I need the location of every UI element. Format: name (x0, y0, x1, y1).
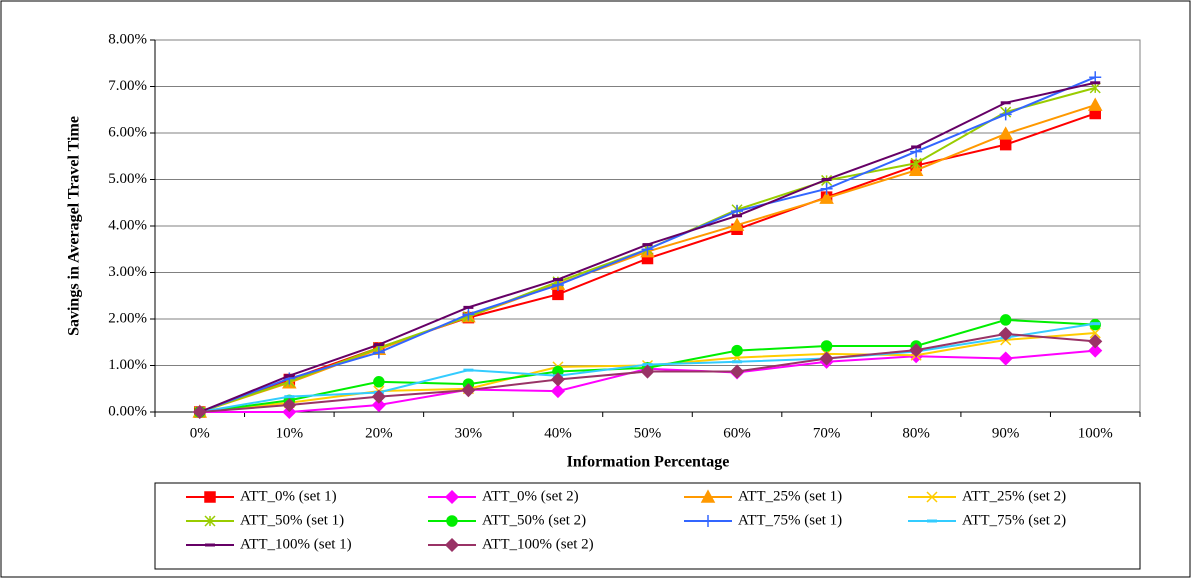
y-tick-label: 4.00% (108, 217, 147, 233)
marker (551, 279, 564, 292)
legend-box (154, 482, 1141, 570)
x-tick-label: 90% (992, 425, 1020, 441)
marker (444, 489, 460, 505)
y-tick-label: 1.00% (108, 357, 147, 373)
marker (373, 376, 385, 388)
x-tick-label: 60% (723, 425, 751, 441)
y-tick-label: 0.00% (108, 403, 147, 419)
legend-label: ATT_0% (set 1) (240, 488, 337, 504)
marker (550, 384, 566, 399)
x-tick-label: 30% (455, 425, 483, 441)
marker (910, 157, 922, 169)
marker (700, 489, 716, 503)
y-tick-label: 6.00% (108, 124, 147, 140)
marker (1088, 343, 1103, 358)
marker (926, 491, 938, 503)
marker (819, 190, 834, 204)
x-tick-label: 50% (634, 425, 662, 441)
x-tick-label: 80% (902, 425, 930, 441)
y-tick-label: 2.00% (108, 310, 147, 326)
marker (1089, 82, 1101, 94)
marker (729, 217, 745, 231)
marker (372, 346, 385, 359)
legend-label: ATT_75% (set 1) (738, 512, 842, 528)
marker (371, 389, 386, 404)
marker (1088, 334, 1103, 349)
legend-label: ATT_25% (set 1) (738, 488, 842, 504)
marker (444, 537, 460, 553)
legend-label: ATT_0% (set 2) (482, 488, 579, 504)
marker (702, 515, 714, 527)
y-tick-label: 3.00% (108, 264, 147, 280)
marker (998, 351, 1013, 366)
x-tick-label: 70% (813, 425, 841, 441)
x-tick-label: 20% (365, 425, 393, 441)
marker (820, 182, 833, 195)
legend-label: ATT_100% (set 2) (482, 536, 594, 552)
marker (908, 162, 924, 176)
marker (446, 515, 458, 527)
marker (282, 397, 297, 413)
marker (819, 351, 834, 366)
marker (1087, 97, 1103, 111)
marker (1089, 327, 1101, 339)
marker (999, 314, 1012, 326)
marker (999, 138, 1012, 151)
legend-label: ATT_75% (set 2) (962, 512, 1066, 528)
marker (462, 308, 475, 321)
x-tick-label: 100% (1078, 425, 1113, 441)
marker (998, 326, 1013, 341)
marker (909, 343, 924, 358)
y-tick-label: 7.00% (108, 78, 147, 94)
legend-label: ATT_100% (set 1) (240, 536, 352, 552)
legend-label: ATT_50% (set 2) (482, 512, 586, 528)
marker (204, 515, 216, 527)
y-tick-label: 5.00% (108, 171, 147, 187)
marker (1089, 71, 1102, 84)
x-tick-label: 0% (190, 425, 210, 441)
marker (461, 383, 476, 398)
legend-label: ATT_25% (set 2) (962, 488, 1066, 504)
x-tick-label: 10% (276, 425, 304, 441)
marker (550, 372, 566, 387)
marker (192, 404, 207, 420)
marker (820, 340, 833, 352)
marker (998, 126, 1013, 140)
marker (640, 364, 655, 379)
marker (729, 364, 745, 379)
marker (204, 491, 216, 503)
marker (999, 108, 1012, 121)
x-tick-label: 40% (544, 425, 572, 441)
marker (371, 397, 386, 413)
legend-label: ATT_50% (set 1) (240, 512, 344, 528)
y-tick-label: 8.00% (108, 31, 147, 47)
y-axis-title: Savings in Averagel Travel Time (66, 116, 83, 336)
marker (731, 344, 743, 357)
x-axis-title: Information Percentage (567, 454, 730, 471)
